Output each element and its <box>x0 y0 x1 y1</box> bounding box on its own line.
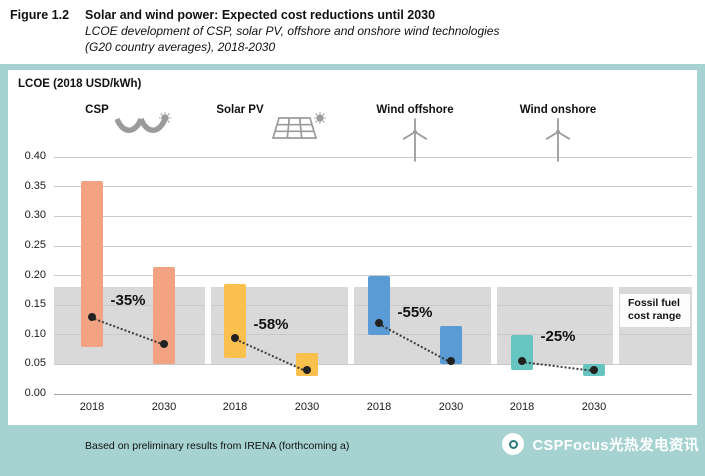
fossil-fuel-range-label: Fossil fuel cost range <box>620 294 690 328</box>
average-dot <box>160 339 168 348</box>
x-tick-label: 2018 <box>366 401 392 413</box>
figure-title: Solar and wind power: Expected cost redu… <box>85 8 436 22</box>
figure-subtitle-line2: (G20 country averages), 2018-2030 <box>85 40 276 54</box>
panel-separator <box>348 287 354 365</box>
panel-separator <box>613 287 619 365</box>
panel-header-wind-offshore: Wind offshore <box>335 104 495 162</box>
watermark-text: CSPFocus光热发电资讯 <box>532 437 699 454</box>
x-tick-label: 2030 <box>151 401 177 413</box>
average-dot <box>375 318 383 327</box>
chart-area: LCOE (2018 USD/kWh) CSP Solar PV <box>8 70 697 425</box>
gridline <box>54 186 692 188</box>
gridline <box>54 334 692 336</box>
figure-subtitle-line1: LCOE development of CSP, solar PV, offsh… <box>85 24 500 38</box>
y-tick-label: 0.10 <box>24 327 46 340</box>
wind-turbine-icon <box>545 118 571 162</box>
panel-header-csp: CSP <box>48 104 208 144</box>
panel-title-csp: CSP <box>85 104 109 116</box>
bar-csp-2018 <box>81 180 103 347</box>
panel-separator <box>491 287 497 365</box>
y-tick-label: 0.15 <box>24 298 46 311</box>
average-dot <box>447 357 455 366</box>
y-tick-label: 0.20 <box>24 268 46 281</box>
y-tick-label: 0.40 <box>24 150 46 163</box>
average-dot <box>303 366 311 375</box>
y-tick-label: 0.35 <box>24 179 46 192</box>
panel-header-wind-onshore: Wind onshore <box>478 104 638 162</box>
average-dot <box>231 333 239 342</box>
y-tick-label: 0.00 <box>24 387 46 399</box>
change-label: -35% <box>110 292 146 310</box>
average-dot <box>590 366 598 375</box>
x-tick-label: 2018 <box>509 401 535 413</box>
figure-header: Figure 1.2 Solar and wind power: Expecte… <box>0 0 705 64</box>
bar-solar-pv-2030 <box>296 352 318 377</box>
change-label: -25% <box>540 327 576 345</box>
panel-separator <box>205 287 211 365</box>
watermark: CSPFocus光热发电资讯 <box>502 433 699 455</box>
panel-header-solar-pv: Solar PV <box>191 104 351 144</box>
x-tick-label: 2030 <box>438 401 464 413</box>
panel-title-solar-pv: Solar PV <box>216 104 264 116</box>
cspfocus-logo <box>502 433 525 455</box>
average-dot <box>88 313 96 322</box>
change-label: -58% <box>253 316 289 334</box>
x-tick-label: 2030 <box>294 401 320 413</box>
bar-wind-offshore-2030 <box>440 325 462 365</box>
figure-number: Figure 1.2 <box>10 8 70 22</box>
y-tick-label: 0.25 <box>24 239 46 251</box>
source-note: Based on preliminary results from IRENA … <box>85 440 350 452</box>
gridline <box>54 156 692 158</box>
panel-title-wind-onshore: Wind onshore <box>519 104 597 116</box>
panel-title-wind-offshore: Wind offshore <box>376 104 454 116</box>
bar-solar-pv-2018 <box>224 284 246 359</box>
bar-wind-offshore-2018 <box>368 275 390 335</box>
x-tick-label: 2018 <box>79 401 105 413</box>
logo-inner-mark <box>508 439 518 449</box>
x-tick-label: 2030 <box>581 401 607 413</box>
csp-trough-icon <box>114 112 171 133</box>
gridline <box>54 393 692 395</box>
gridline <box>54 245 692 247</box>
x-tick-label: 2018 <box>222 401 248 413</box>
y-axis-title: LCOE (2018 USD/kWh) <box>18 78 142 90</box>
y-tick-label: 0.30 <box>24 209 46 222</box>
bar-wind-onshore-2018 <box>511 334 533 371</box>
bar-csp-2030 <box>153 266 175 365</box>
gridline <box>54 363 692 365</box>
average-dot <box>518 357 526 366</box>
figure-title-row: Figure 1.2 Solar and wind power: Expecte… <box>10 8 695 22</box>
change-label: -55% <box>397 304 433 322</box>
gridline <box>54 215 692 217</box>
solar-panel-icon <box>271 112 326 139</box>
y-tick-label: 0.05 <box>24 357 46 370</box>
wind-turbine-icon <box>402 118 428 162</box>
